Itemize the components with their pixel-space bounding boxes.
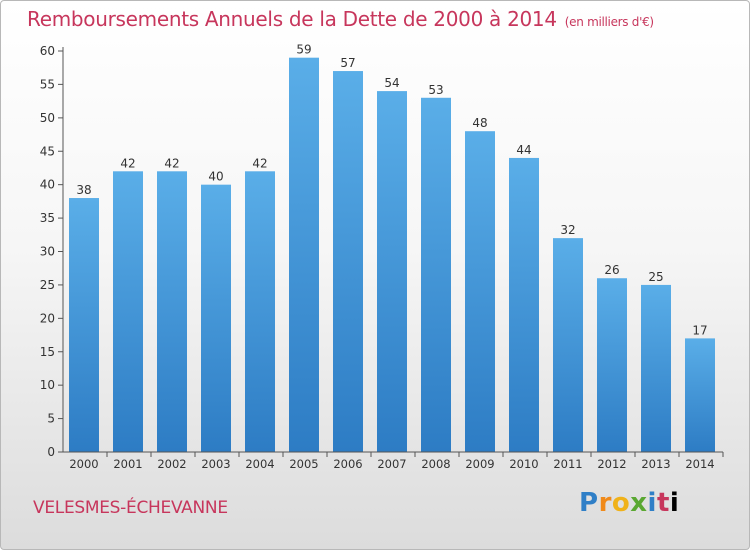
bar-value-label: 26	[604, 263, 619, 277]
x-tick-label: 2013	[641, 457, 670, 471]
chart-title: Remboursements Annuels de la Dette de 20…	[27, 7, 654, 31]
bar	[289, 57, 319, 452]
x-tick-label: 2014	[685, 457, 714, 471]
bar-value-label: 40	[208, 170, 223, 184]
bar	[201, 184, 231, 452]
x-tick-label: 2009	[465, 457, 494, 471]
y-tick-label: 5	[47, 412, 55, 426]
bar	[377, 91, 407, 452]
bar	[465, 131, 495, 452]
axes-group: 0 5 10 15 20 25 30 35 40 45 50 55 60 2000 2001 2002 2003…	[40, 44, 724, 471]
y-tick-label: 50	[40, 111, 55, 125]
bars-group: 38 42 42 40 42 59 57 54 53 48 44 32 26 25 17	[69, 43, 715, 453]
bar-value-label: 44	[516, 143, 531, 157]
bar-value-label: 59	[296, 43, 311, 57]
bar	[245, 171, 275, 453]
bar-value-label: 57	[340, 56, 355, 70]
chart-unit: (en milliers d'€)	[564, 15, 654, 29]
y-tick-label: 35	[40, 211, 55, 225]
x-tick-label: 2002	[157, 457, 186, 471]
y-tick-label: 15	[40, 345, 55, 359]
bar	[553, 238, 583, 452]
bar-value-label: 42	[164, 156, 179, 170]
bar-value-label: 42	[120, 156, 135, 170]
y-tick-label: 45	[40, 144, 55, 158]
bar	[69, 198, 99, 452]
proxiti-logo: Proxiti	[579, 488, 680, 518]
x-tick-label: 2000	[69, 457, 98, 471]
y-tick-label: 0	[47, 445, 55, 459]
x-tick-label: 2006	[333, 457, 362, 471]
bar	[641, 284, 671, 452]
x-tick-label: 2003	[201, 457, 230, 471]
y-tick-label: 20	[40, 311, 55, 325]
x-tick-label: 2012	[597, 457, 626, 471]
bar	[597, 278, 627, 452]
bar	[113, 171, 143, 453]
commune-name: VELESMES-ÉCHEVANNE	[33, 498, 228, 518]
bar	[421, 97, 451, 453]
x-tick-label: 2004	[245, 457, 274, 471]
bar-value-label: 53	[428, 83, 443, 97]
bar-value-label: 38	[76, 183, 91, 197]
bar	[157, 171, 187, 453]
y-tick-label: 30	[40, 245, 55, 259]
bar	[333, 71, 363, 453]
x-tick-label: 2001	[113, 457, 142, 471]
bar-value-label: 25	[648, 270, 663, 284]
chart-title-text: Remboursements Annuels de la Dette de 20…	[27, 7, 557, 31]
y-tick-label: 60	[40, 44, 55, 58]
bar-value-label: 48	[472, 116, 487, 130]
x-tick-label: 2010	[509, 457, 538, 471]
bar-value-label: 54	[384, 76, 399, 90]
y-tick-label: 55	[40, 77, 55, 91]
x-tick-label: 2005	[289, 457, 318, 471]
bar-value-label: 42	[252, 156, 267, 170]
bar	[685, 338, 715, 452]
bar	[509, 157, 539, 452]
bar-value-label: 32	[560, 223, 575, 237]
x-tick-label: 2011	[553, 457, 582, 471]
x-tick-label: 2008	[421, 457, 450, 471]
x-tick-label: 2007	[377, 457, 406, 471]
y-tick-label: 40	[40, 178, 55, 192]
y-tick-label: 25	[40, 278, 55, 292]
y-tick-label: 10	[40, 378, 55, 392]
bar-value-label: 17	[692, 323, 707, 337]
